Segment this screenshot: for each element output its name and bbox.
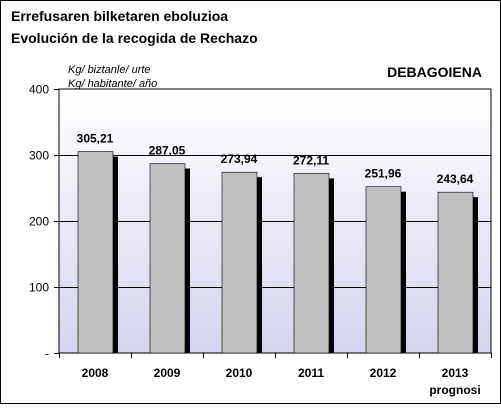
bar-2009 — [149, 163, 186, 354]
y-axis-unit-label: Kg/ biztanle/ urte — [68, 64, 151, 76]
x-tick-label-2013: 2013 — [442, 366, 469, 380]
x-tick-label-2009: 2009 — [154, 366, 181, 380]
y-tick-label: 200 — [29, 215, 49, 229]
y-tick-label: 300 — [29, 149, 49, 163]
bar-2011 — [293, 173, 330, 354]
value-label-2011: 272,11 — [293, 153, 329, 167]
x-tick-label-2012: 2012 — [370, 366, 397, 380]
value-label-2012: 251,96 — [365, 167, 402, 181]
bar-2010 — [221, 171, 258, 354]
x-tick-sublabel-2013: prognosi — [429, 383, 480, 397]
x-tick-label-2011: 2011 — [298, 366, 324, 380]
chart-title: Errefusaren bilketaren eboluzioa — [11, 8, 228, 24]
y-tick-label: 400 — [29, 83, 49, 97]
value-label-2010: 273,94 — [221, 152, 258, 166]
bar-2013 — [437, 191, 474, 354]
y-tick-label: - — [45, 347, 49, 361]
y-tick-label: 100 — [29, 281, 49, 295]
value-label-2009: 287,05 — [149, 144, 186, 158]
y-axis-unit-label-alt: Kg/ habitante/ año — [68, 78, 157, 90]
value-label-2008: 305,21 — [77, 132, 114, 146]
bar-2012 — [365, 186, 402, 354]
bar-2008 — [77, 151, 114, 354]
x-tick-label-2010: 2010 — [226, 366, 253, 380]
region-label: DEBAGOIENA — [387, 64, 482, 80]
x-tick-label-2008: 2008 — [82, 366, 109, 380]
value-label-2013: 243,64 — [437, 172, 474, 186]
chart-subtitle: Evolución de la recogida de Rechazo — [11, 30, 258, 46]
